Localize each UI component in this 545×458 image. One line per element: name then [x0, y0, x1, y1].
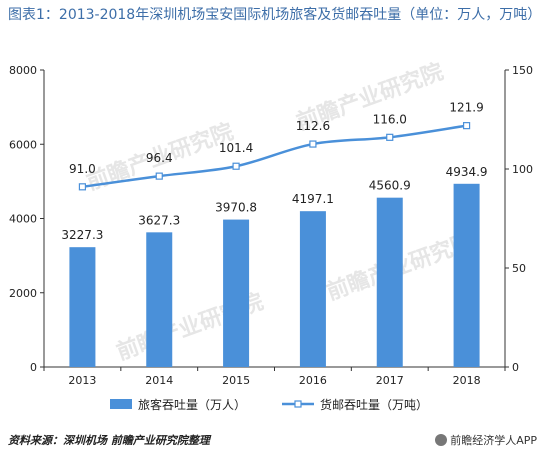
right-tick-label: 0	[512, 361, 519, 374]
line-point	[232, 162, 240, 170]
line-data-label: 121.9	[449, 101, 483, 115]
right-tick-label: 50	[512, 262, 526, 275]
qianzhan-logo-icon	[435, 434, 448, 446]
bar-data-label: 3970.8	[215, 201, 257, 215]
bar	[376, 197, 403, 367]
source-note: 资料来源：深圳机场 前瞻产业研究院整理	[8, 434, 210, 447]
x-tick-label: 2016	[299, 374, 327, 387]
bar-data-label: 3627.3	[138, 213, 180, 227]
bar	[69, 247, 96, 367]
right-tick-label: 150	[512, 64, 533, 77]
legend-bar-swatch	[110, 399, 132, 409]
bar	[299, 211, 326, 367]
left-tick-label: 8000	[9, 64, 37, 77]
bar	[146, 232, 173, 367]
left-tick-label: 2000	[9, 287, 37, 300]
line-data-label: 112.6	[296, 119, 330, 133]
line-point	[309, 140, 317, 148]
bar-data-label: 3227.3	[61, 228, 103, 242]
right-tick-label: 100	[512, 163, 533, 176]
x-tick-label: 2015	[222, 374, 250, 387]
left-tick-label: 0	[30, 361, 37, 374]
legend-line-marker	[294, 400, 302, 408]
line-data-label: 91.0	[69, 162, 96, 176]
bar	[223, 219, 250, 367]
watermark-group: 前瞻产业研究院前瞻产业研究院前瞻产业研究院前瞻产业研究院	[83, 59, 477, 366]
legend-line-label: 货邮吞吐量（万吨）	[320, 397, 428, 412]
line-point	[155, 172, 163, 180]
x-tick-label: 2014	[145, 374, 173, 387]
line-data-label: 96.4	[146, 151, 173, 165]
chart-title: 图表1：2013-2018年深圳机场宝安国际机场旅客及货邮吞吐量（单位：万人，万…	[8, 7, 542, 23]
line-point	[78, 183, 87, 191]
x-tick-label: 2013	[68, 374, 96, 387]
bars-group: 3227.3 3627.3 3970.8 4197.1 4560.9 4934.9	[61, 165, 488, 367]
axes-group: 0 2000 4000 6000 8000 0 50 100 150 2013 2014 2015 20…	[9, 64, 533, 387]
line-data-label: 101.4	[219, 141, 253, 155]
line-point	[386, 133, 394, 141]
left-tick-label: 4000	[9, 213, 37, 226]
legend-bar-label: 旅客吞吐量（万人）	[138, 397, 246, 412]
line-point	[462, 122, 471, 130]
bar-data-label: 4560.9	[369, 179, 411, 193]
series-line	[82, 124, 467, 189]
line-data-label: 116.0	[373, 112, 407, 126]
bar-data-label: 4197.1	[292, 192, 334, 206]
left-tick-label: 6000	[9, 138, 37, 151]
bar	[453, 183, 480, 367]
legend-group: 旅客吞吐量（万人） 货邮吞吐量（万吨）	[110, 397, 428, 412]
x-tick-label: 2018	[453, 374, 481, 387]
credit: 前瞻经济学人APP	[435, 432, 537, 448]
bar-data-label: 4934.9	[446, 165, 488, 179]
x-tick-label: 2017	[376, 374, 404, 387]
credit-text: 前瞻经济学人APP	[450, 434, 537, 447]
line-group: 91.0 96.4 101.4 112.6 116.0 121.9	[69, 101, 484, 191]
